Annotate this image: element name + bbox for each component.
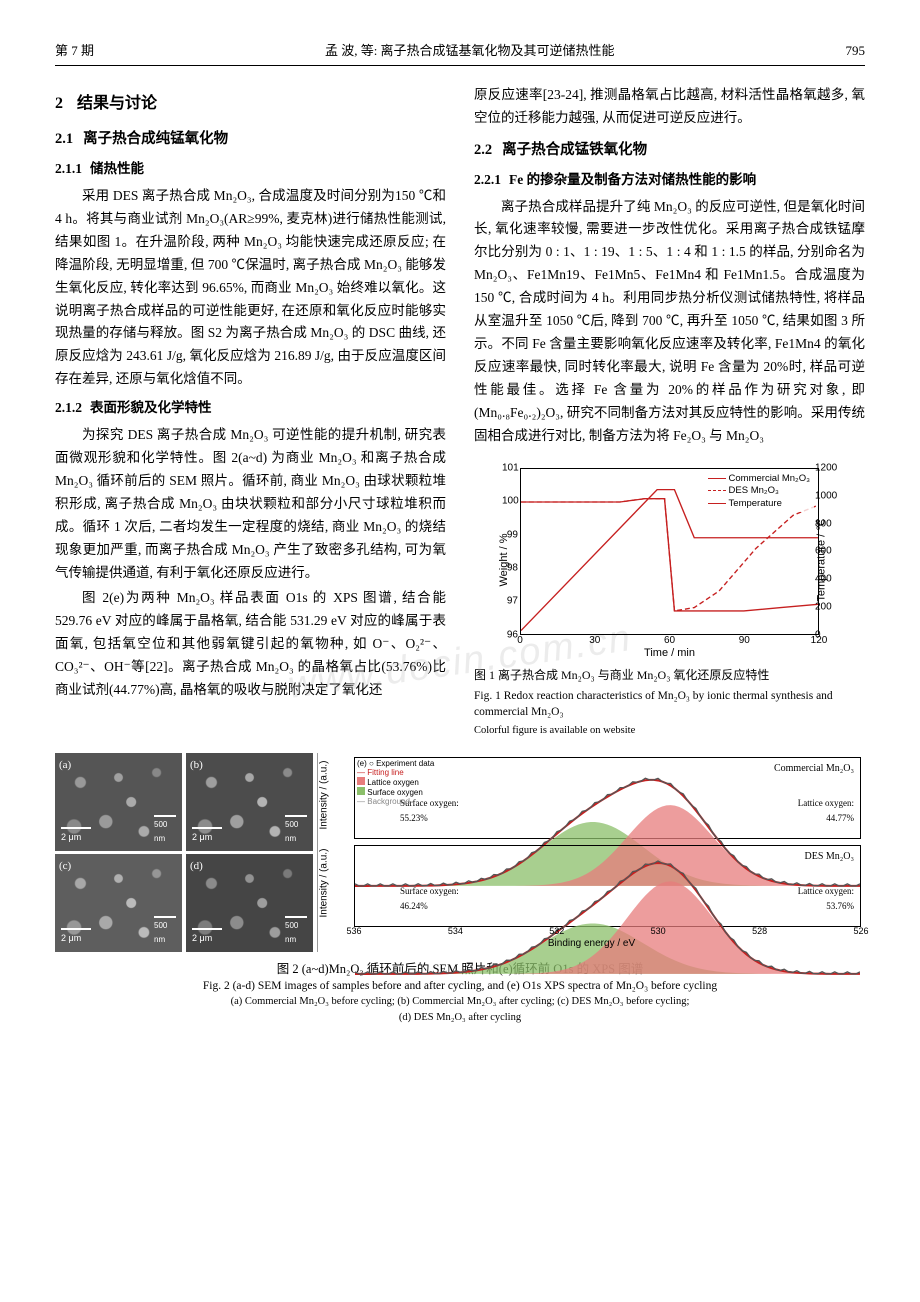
section-number: 2 [55,95,63,112]
figure-1-caption-note: Colorful figure is available on website [474,724,865,739]
sem-panel-d: (d) 2 μm 500 nm [186,854,313,952]
xps-ylabel-top: Intensity / (a.u.) [316,760,333,829]
sem-column-left: (a) 2 μm 500 nm (c) 2 μm 500 nm [55,753,182,952]
figure-2: (a) 2 μm 500 nm (c) 2 μm 500 nm (b) 2 μm… [55,753,865,1025]
lattice-oxygen-label: Lattice oxygen:44.77% [798,796,854,827]
paragraph: 为探究 DES 离子热合成 Mn₂O₃ 可逆性能的提升机制, 研究表面微观形貌和… [55,424,446,585]
subsection-number: 2.1 [55,131,73,147]
scale-bar-inset: 500 nm [285,815,307,845]
figure-2-caption-sub1: (a) Commercial Mn₂O₃ before cycling; (b)… [55,994,865,1009]
two-column-body: 2 结果与讨论 2.1 离子热合成纯锰氧化物 2.1.1 储热性能 采用 DES 离子… [55,84,865,738]
xps-bottom-panel: Surface oxygen:46.24% Lattice oxygen:53.… [354,845,861,927]
sem-panel-c: (c) 2 μm 500 nm [55,854,182,952]
panel-title: DES Mn₂O₃ [805,848,854,865]
xps-xlabel: Binding energy / eV [318,935,865,952]
subsubsection-title: Fe 的掺杂量及制备方法对储热性能的影响 [509,172,756,187]
scale-bar: 2 μm [192,928,222,946]
subsubsection-number: 2.2.1 [474,172,501,187]
paragraph: 图 2(e)为两种 Mn₂O₃ 样品表面 O1s 的 XPS 图谱, 结合能 5… [55,587,446,702]
xps-legend: (e) ○ Experiment data — Fitting line Lat… [357,759,434,807]
scale-bar: 2 μm [192,827,222,845]
panel-label: (d) [190,857,203,876]
legend-item: Temperature [729,498,782,509]
paragraph: 采用 DES 离子热合成 Mn₂O₃, 合成温度及时间分别为150 ℃和4 h。… [55,185,446,391]
scale-bar-inset: 500 nm [154,815,176,845]
running-title: 孟 波, 等: 离子热合成锰基氧化物及其可逆储热性能 [94,40,845,62]
figure-2-caption-sub2: (d) DES Mn₂O₃ after cycling [55,1010,865,1025]
paragraph: 离子热合成样品提升了纯 Mn₂O₃ 的反应可逆性, 但是氧化时间长, 氧化速率较… [474,196,865,448]
panel-label: (c) [59,857,71,876]
section-2-2-1-heading: 2.2.1 Fe 的掺杂量及制备方法对储热性能的影响 [474,169,865,192]
sem-panel-a: (a) 2 μm 500 nm [55,753,182,851]
subsection-title: 离子热合成锰铁氧化物 [502,142,647,158]
subsection-title: 离子热合成纯锰氧化物 [83,131,228,147]
sem-panel-b: (b) 2 μm 500 nm [186,753,313,851]
sem-column-right: (b) 2 μm 500 nm (d) 2 μm 500 nm [186,753,313,952]
plot-area: Commercial Mn₂O₃ DES Mn₂O₃ Temperature [520,468,819,635]
section-2-1-heading: 2.1 离子热合成纯锰氧化物 [55,127,446,152]
legend-item: Commercial Mn₂O₃ [729,473,810,484]
scale-bar: 2 μm [61,827,91,845]
section-title: 结果与讨论 [77,95,157,112]
section-2-1-1-heading: 2.1.1 储热性能 [55,158,446,181]
panel-title: Commercial Mn₂O₃ [774,760,854,777]
subsubsection-number: 2.1.1 [55,161,82,176]
subsubsection-title: 储热性能 [90,161,144,176]
legend-item: DES Mn₂O₃ [729,485,779,496]
xps-ylabel-bot: Intensity / (a.u.) [316,848,333,917]
issue-number: 第 7 期 [55,40,94,62]
panel-label: (a) [59,756,71,775]
xps-panel-e: Surface oxygen:55.23% Lattice oxygen:44.… [317,753,865,952]
page-header: 第 7 期 孟 波, 等: 离子热合成锰基氧化物及其可逆储热性能 795 [55,40,865,66]
section-2-heading: 2 结果与讨论 [55,90,446,117]
surface-oxygen-label: Surface oxygen:46.24% [400,884,459,915]
lattice-oxygen-label: Lattice oxygen:53.76% [798,884,854,915]
paragraph: 原反应速率[23-24], 推测晶格氧占比越高, 材料活性晶格氧越多, 氧空位的… [474,84,865,130]
figure-1-caption-cn: 图 1 离子热合成 Mn₂O₃ 与商业 Mn₂O₃ 氧化还原反应特性 [474,667,865,684]
subsection-number: 2.2 [474,142,492,158]
figure-1: Commercial Mn₂O₃ DES Mn₂O₃ Temperature W… [474,458,865,739]
section-2-1-2-heading: 2.1.2 表面形貌及化学特性 [55,397,446,420]
figure-2-row: (a) 2 μm 500 nm (c) 2 μm 500 nm (b) 2 μm… [55,753,865,952]
subsubsection-title: 表面形貌及化学特性 [90,400,212,415]
page-number: 795 [846,40,866,62]
xps-top-panel: Surface oxygen:55.23% Lattice oxygen:44.… [354,757,861,839]
scale-bar-inset: 500 nm [285,916,307,946]
figure-1-caption-en: Fig. 1 Redox reaction characteristics of… [474,688,865,720]
chart-legend: Commercial Mn₂O₃ DES Mn₂O₃ Temperature [704,471,814,512]
scale-bar-inset: 500 nm [154,916,176,946]
subsubsection-number: 2.1.2 [55,400,82,415]
figure-1-chart: Commercial Mn₂O₃ DES Mn₂O₃ Temperature W… [474,458,865,663]
section-2-2-heading: 2.2 离子热合成锰铁氧化物 [474,138,865,163]
panel-label: (b) [190,756,203,775]
scale-bar: 2 μm [61,928,91,946]
